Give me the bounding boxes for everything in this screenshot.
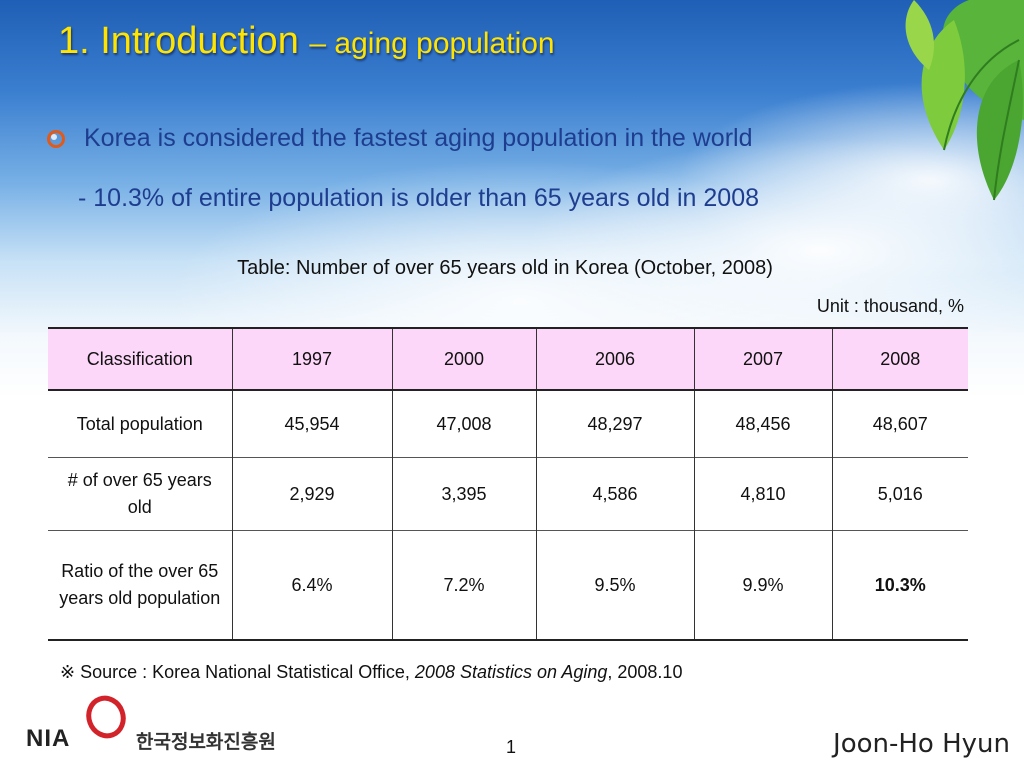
header-2006: 2006	[535, 327, 694, 391]
table-cell: 4,586	[535, 457, 694, 531]
bullet-ring-icon	[47, 130, 65, 148]
header-classification: Classification	[48, 327, 232, 391]
nia-logo: NIA 한국정보화진흥원	[24, 695, 324, 757]
nia-ring-logo-icon	[86, 695, 126, 739]
logo-korean: 한국정보화진흥원	[136, 731, 276, 753]
sub-bullet-text: - 10.3% of entire population is older th…	[78, 184, 760, 212]
logo-text: NIA	[26, 725, 71, 752]
table-cell: 48,297	[535, 390, 694, 458]
table-cell: 2,929	[231, 457, 392, 531]
table-cell: 6.4%	[231, 530, 392, 640]
bullet-text: Korea is considered the fastest aging po…	[84, 124, 753, 152]
source-note: ※ Source : Korea National Statistical Of…	[60, 662, 682, 683]
header-2007: 2007	[693, 327, 832, 391]
page-number: 1	[506, 737, 517, 757]
population-table: Classification 1997 2000 2006 2007 2008 …	[48, 327, 968, 641]
table-row: Total population 45,954 47,008 48,297 48…	[48, 390, 968, 458]
table-cell: 3,395	[391, 457, 536, 531]
table-unit: Unit : thousand, %	[816, 296, 964, 316]
table-caption: Table: Number of over 65 years old in Ko…	[237, 257, 773, 279]
source-publication: 2008 Statistics on Aging	[414, 662, 608, 682]
source-suffix: , 2008.10	[607, 662, 683, 682]
header-1997: 1997	[231, 327, 392, 391]
slide-title: 1. Introduction – aging population	[58, 20, 555, 63]
table-cell: 4,810	[693, 457, 832, 531]
author-name: Joon-Ho Hyun	[833, 729, 1010, 759]
source-prefix: ※ Source : Korea National Statistical Of…	[60, 662, 415, 682]
table-cell: 5,016	[831, 457, 968, 531]
header-2000: 2000	[391, 327, 536, 391]
table-cell: 47,008	[391, 390, 536, 458]
row-label: Ratio of the over 65 years old populatio…	[59, 561, 221, 608]
table-header-row: Classification 1997 2000 2006 2007 2008	[48, 327, 968, 391]
table-row: Ratio of the over 65 years old populatio…	[48, 530, 968, 640]
title-suffix: – aging population	[309, 27, 555, 60]
table-cell: 45,954	[231, 390, 392, 458]
table-cell: 7.2%	[391, 530, 536, 640]
table-cell: 48,456	[693, 390, 832, 458]
leaves-decoration-icon	[905, 0, 1024, 201]
table-cell: 48,607	[831, 390, 968, 458]
row-label: # of over 65 years old	[67, 470, 212, 517]
table-row: # of over 65 years old 2,929 3,395 4,586…	[48, 457, 968, 531]
table-cell: 9.5%	[535, 530, 694, 640]
title-main: 1. Introduction	[58, 20, 299, 62]
header-2008: 2008	[831, 327, 968, 391]
row-label: Total population	[76, 413, 203, 434]
table-cell-highlight: 10.3%	[831, 530, 968, 640]
table-cell: 9.9%	[693, 530, 832, 640]
